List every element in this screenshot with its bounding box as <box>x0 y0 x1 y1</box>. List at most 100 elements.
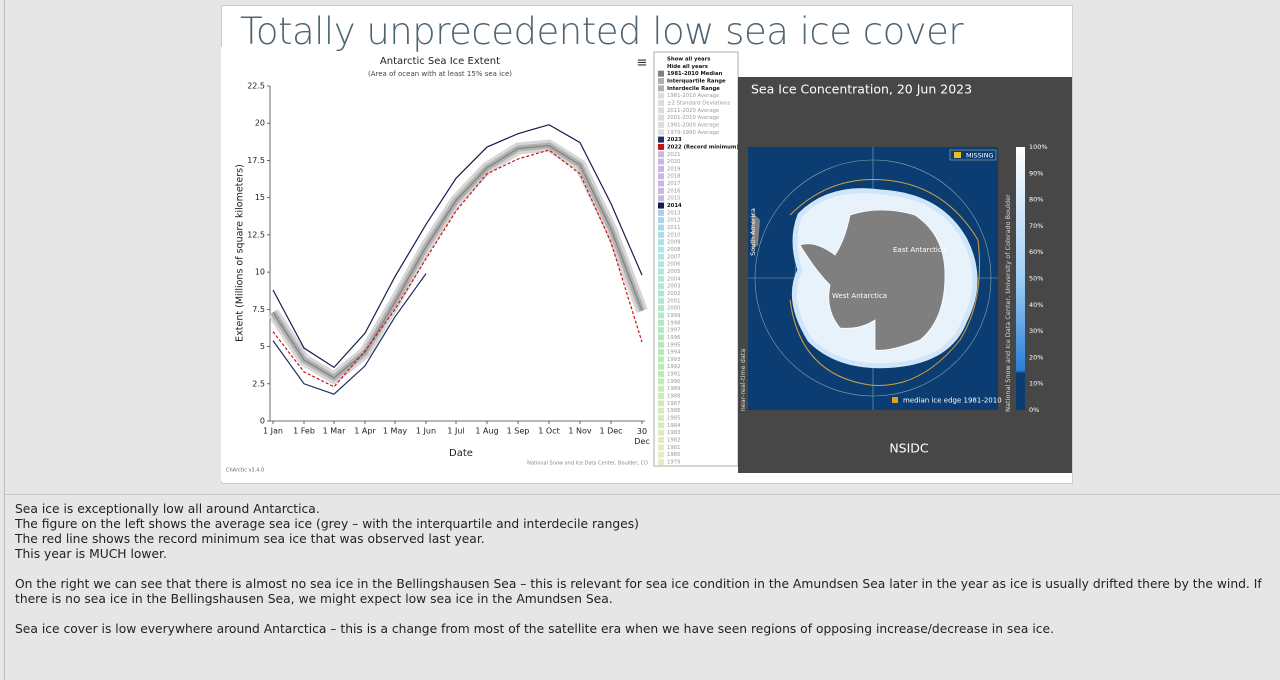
legend-item: 2013 <box>667 210 680 216</box>
chart-credit: National Snow and Ice Data Center, Bould… <box>527 461 648 467</box>
legend-item: 1982 <box>667 438 680 444</box>
legend-swatch <box>658 327 664 334</box>
legend-item: Interquartile Range <box>667 78 726 84</box>
legend-item: 1981 <box>667 445 680 451</box>
legend-swatch <box>658 459 664 465</box>
legend-swatch <box>658 77 664 84</box>
x-axis-label: Date <box>449 448 473 459</box>
legend-item: 1983 <box>667 430 680 436</box>
series-line <box>272 149 643 388</box>
x-tick-label: 1 Jan <box>263 427 283 436</box>
legend-swatch <box>658 334 664 341</box>
x-tick-label: 1 Jul <box>447 427 464 436</box>
legend <box>653 51 739 467</box>
x-tick-label: 1 Jun <box>416 427 436 436</box>
legend-item: 1989 <box>667 386 680 392</box>
legend-item: 2001 <box>667 298 680 304</box>
legend-item: 1995 <box>667 342 680 348</box>
legend-item: 2007 <box>667 254 680 260</box>
legend-item: 2016 <box>667 188 681 194</box>
legend-swatch <box>658 253 664 260</box>
legend-item: 2019 <box>667 166 680 172</box>
legend-item: 2012 <box>667 218 680 224</box>
legend-item: 1987 <box>667 401 680 407</box>
legend-swatch <box>658 341 664 348</box>
legend-swatch <box>658 393 664 400</box>
legend-item: 2020 <box>667 159 681 165</box>
median-ice-edge <box>789 178 980 386</box>
legend-item: 1980 <box>667 452 681 458</box>
colorbar-label: 40% <box>1029 301 1043 309</box>
legend-swatch <box>658 451 664 458</box>
note-line: The figure on the left shows the average… <box>15 517 639 531</box>
y-tick-label: 17.5 <box>247 156 265 165</box>
colorbar-label: 80% <box>1029 196 1043 204</box>
legend-swatch <box>658 158 664 165</box>
legend-swatch <box>658 385 664 392</box>
x-tick-label: 1 Sep <box>507 427 530 436</box>
legend-item: 1990 <box>667 379 681 385</box>
legend-swatch <box>658 151 664 158</box>
legend-item: 1994 <box>667 350 681 356</box>
missing-key <box>949 149 997 161</box>
legend-item: 2023 <box>667 137 682 143</box>
colorbar-label: 60% <box>1029 248 1043 256</box>
y-tick-label: 7.5 <box>252 305 265 314</box>
legend-swatch <box>658 239 664 246</box>
y-tick-label: 5 <box>260 342 265 351</box>
y-tick-label: 20 <box>255 119 265 128</box>
speaker-notes[interactable]: Sea ice is exceptionally low all around … <box>15 502 1265 637</box>
y-tick-label: 12.5 <box>247 230 265 239</box>
legend-item: 2004 <box>667 276 681 282</box>
x-tick-label: 1 Dec <box>599 427 622 436</box>
colorbar-label: 10% <box>1029 380 1043 388</box>
missing-label: MISSING <box>966 152 994 160</box>
x-tick-label: 1 Feb <box>293 427 315 436</box>
legend-item: 1979 <box>667 460 680 466</box>
y-tick-label: 22.5 <box>247 82 265 91</box>
legend-swatch <box>658 356 664 363</box>
legend-swatch <box>658 349 664 356</box>
legend-swatch <box>658 312 664 319</box>
legend-swatch <box>658 173 664 180</box>
legend-item: 2017 <box>667 181 680 187</box>
legend-item: 2011-2020 Average <box>667 108 719 114</box>
legend-swatch <box>658 187 664 194</box>
legend-swatch <box>658 202 664 209</box>
legend-item: 1993 <box>667 357 680 363</box>
legend-swatch <box>658 319 664 326</box>
chart-menu[interactable]: ≡ <box>637 56 648 71</box>
legend-item: 2003 <box>667 284 680 290</box>
colorbar <box>1016 147 1025 410</box>
legend-swatch <box>658 180 664 187</box>
legend-swatch <box>658 297 664 304</box>
legend-swatch <box>658 283 664 290</box>
legend-item: 1984 <box>667 423 681 429</box>
legend-item: 2000 <box>667 306 681 312</box>
legend-swatch <box>658 136 664 143</box>
legend-swatch <box>658 129 664 136</box>
panel-border <box>4 0 5 680</box>
map-logo: NSIDC <box>889 441 929 456</box>
legend-item: 2014 <box>667 203 682 209</box>
colorbar-label: 90% <box>1029 169 1043 177</box>
legend-item: 1985 <box>667 416 680 422</box>
series-line <box>272 144 643 379</box>
note-gap <box>15 562 1265 577</box>
legend-swatch <box>658 107 664 114</box>
legend-swatch <box>658 429 664 436</box>
legend-swatch <box>658 246 664 253</box>
legend-item: 1986 <box>667 408 681 414</box>
legend-swatch <box>658 290 664 297</box>
place-label: East Antarctica <box>893 246 946 254</box>
legend-swatch <box>658 217 664 224</box>
legend-item: 2021 <box>667 152 680 158</box>
legend-item: 2015 <box>667 196 680 202</box>
legend-item: 2009 <box>667 240 680 246</box>
legend-item: 2022 (Record minimum) <box>667 144 739 150</box>
legend-swatch <box>658 268 664 275</box>
note-line: Sea ice cover is low everywhere around A… <box>15 622 1054 636</box>
legend-swatch <box>658 143 664 150</box>
chart-image <box>221 47 651 481</box>
legend-swatch <box>658 400 664 407</box>
